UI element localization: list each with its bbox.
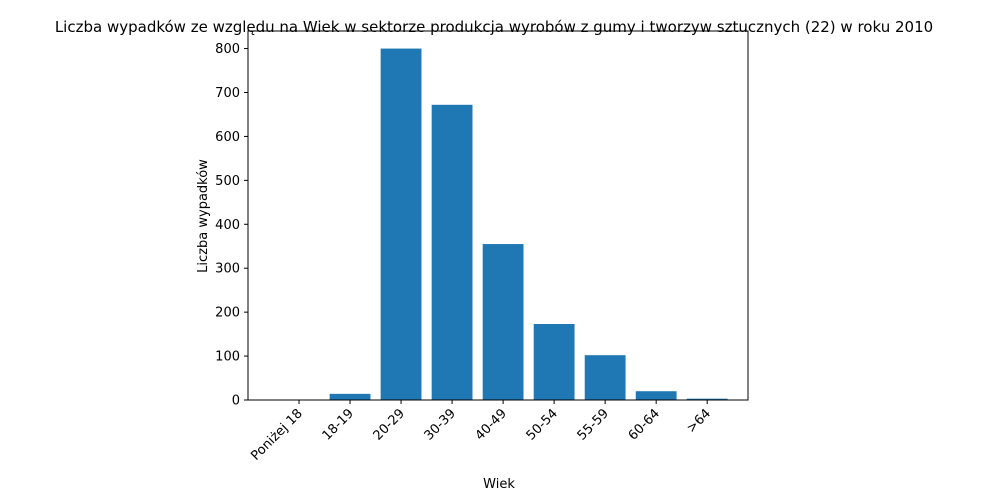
bar-60-64 bbox=[635, 391, 677, 400]
bar-40-49 bbox=[482, 244, 524, 400]
x-tick-label: 50-54 bbox=[524, 406, 561, 443]
bar-18-19 bbox=[329, 393, 371, 400]
y-tick-label: 500 bbox=[215, 174, 240, 189]
bar-55-59 bbox=[584, 355, 626, 400]
x-axis-label: Wiek bbox=[483, 477, 515, 492]
axes-frame bbox=[247, 30, 749, 401]
x-tick-label: 18-19 bbox=[320, 406, 357, 443]
bar-30-39 bbox=[431, 104, 473, 401]
x-tick-label: >64 bbox=[684, 406, 714, 436]
y-tick-label: 0 bbox=[232, 394, 240, 409]
y-tick-label: 200 bbox=[215, 306, 240, 321]
x-tick-label: 30-39 bbox=[422, 406, 459, 443]
y-axis-label: Liczba wypadków bbox=[196, 159, 211, 273]
x-tick-label: 55-59 bbox=[575, 406, 612, 443]
chart-title: Liczba wypadków ze względu na Wiek w sek… bbox=[55, 18, 933, 36]
y-tick-label: 700 bbox=[215, 86, 240, 101]
y-tick-label: 100 bbox=[215, 350, 240, 365]
x-tick-label: 40-49 bbox=[473, 406, 510, 443]
y-tick-label: 800 bbox=[215, 42, 240, 57]
x-tick-label: Poniżej 18 bbox=[248, 406, 305, 463]
x-tick-label: 60-64 bbox=[626, 406, 663, 443]
bar-20-29 bbox=[380, 48, 422, 400]
x-tick-label: 20-29 bbox=[371, 406, 408, 443]
plot-area: 0 100 200 300 400 500 600 700 800 Poniżej 18 18-19… bbox=[215, 30, 749, 464]
y-tick-label: 300 bbox=[215, 262, 240, 277]
bar--64 bbox=[686, 398, 728, 400]
y-tick-label: 600 bbox=[215, 130, 240, 145]
bar-50-54 bbox=[533, 324, 575, 400]
y-tick-label: 400 bbox=[215, 218, 240, 233]
